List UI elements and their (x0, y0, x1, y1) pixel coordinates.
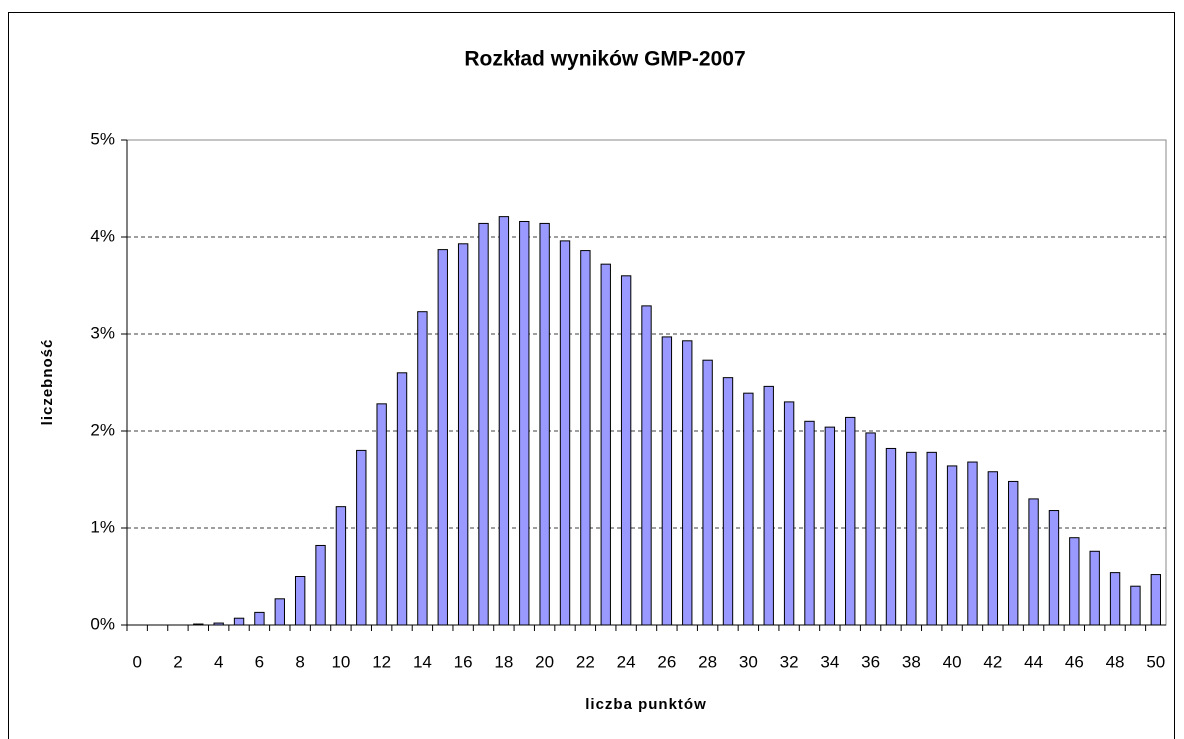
y-tick-label: 3% (90, 323, 115, 342)
bar (396, 372, 408, 626)
bar (417, 311, 428, 626)
bar (865, 432, 876, 626)
bar (987, 471, 999, 626)
x-tick-label: 26 (657, 652, 676, 671)
bar (885, 447, 897, 626)
x-tick-label: 48 (1106, 652, 1125, 671)
x-tick-label: 30 (739, 652, 758, 671)
bar (315, 544, 326, 626)
chart-border (8, 12, 1175, 739)
x-tick-label: 12 (372, 652, 391, 671)
bar (661, 336, 673, 626)
x-tick-label: 38 (902, 652, 921, 671)
bar (946, 465, 958, 626)
bar (1048, 510, 1060, 626)
bar (824, 426, 836, 626)
bar (783, 401, 795, 626)
bar (478, 222, 489, 626)
bar (274, 598, 285, 626)
bar (1109, 572, 1121, 626)
y-tick-label: 4% (90, 226, 115, 245)
bar (845, 416, 856, 626)
bar (254, 611, 265, 626)
bar (335, 506, 347, 626)
y-tick-label: 1% (90, 517, 115, 536)
x-tick-label: 24 (617, 652, 636, 671)
x-tick-label: 14 (413, 652, 432, 671)
bar (356, 449, 367, 626)
x-tick-label: 28 (698, 652, 717, 671)
bar (1150, 574, 1161, 626)
x-tick-label: 0 (132, 652, 141, 671)
x-axis-title: liczba punktów (585, 696, 707, 713)
bar (1028, 498, 1039, 626)
bar (641, 305, 652, 626)
bar (376, 403, 387, 626)
bar (967, 461, 978, 626)
bar (559, 240, 571, 626)
bar (294, 576, 306, 626)
x-tick-label: 42 (983, 652, 1002, 671)
bar (1089, 550, 1100, 626)
x-tick-label: 34 (820, 652, 839, 671)
bar (580, 250, 591, 626)
y-tick-label: 0% (90, 614, 115, 633)
bar (600, 263, 611, 626)
bar (926, 451, 937, 626)
x-tick-label: 22 (576, 652, 595, 671)
chart-title: Rozkład wyników GMP-2007 (464, 48, 745, 71)
bar (539, 222, 550, 626)
x-tick-label: 20 (535, 652, 554, 671)
x-tick-label: 44 (1024, 652, 1043, 671)
x-tick-label: 2 (173, 652, 182, 671)
bar (702, 359, 713, 626)
bar (519, 220, 530, 626)
y-axis-title: liczebność (39, 339, 56, 426)
bar (498, 216, 510, 626)
bar (1008, 480, 1019, 626)
x-tick-label: 50 (1146, 652, 1165, 671)
bar (1130, 585, 1141, 626)
bar (743, 392, 754, 626)
bar (906, 451, 917, 626)
x-tick-label: 4 (214, 652, 223, 671)
bar (1069, 537, 1080, 626)
bar (682, 340, 693, 626)
bar (457, 243, 469, 626)
x-tick-label: 36 (861, 652, 880, 671)
x-tick-label: 40 (943, 652, 962, 671)
x-tick-label: 46 (1065, 652, 1084, 671)
bar (620, 275, 632, 626)
bar (763, 385, 774, 626)
bar (233, 617, 245, 626)
x-tick-label: 10 (331, 652, 350, 671)
x-tick-label: 16 (454, 652, 473, 671)
x-tick-label: 8 (295, 652, 304, 671)
x-tick-label: 6 (255, 652, 264, 671)
bar (804, 420, 815, 626)
x-tick-label: 32 (780, 652, 799, 671)
y-tick-label: 2% (90, 420, 115, 439)
bar (437, 249, 448, 626)
bar (722, 377, 734, 626)
x-tick-label: 18 (494, 652, 513, 671)
y-tick-label: 5% (90, 129, 115, 148)
